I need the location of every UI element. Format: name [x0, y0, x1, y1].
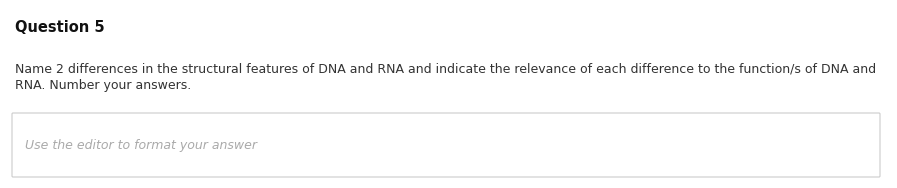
Text: Question 5: Question 5 [15, 20, 105, 35]
FancyBboxPatch shape [12, 113, 880, 177]
Text: Use the editor to format your answer: Use the editor to format your answer [25, 139, 257, 152]
Text: Name 2 differences in the structural features of DNA and RNA and indicate the re: Name 2 differences in the structural fea… [15, 63, 876, 76]
Text: RNA. Number your answers.: RNA. Number your answers. [15, 79, 191, 92]
